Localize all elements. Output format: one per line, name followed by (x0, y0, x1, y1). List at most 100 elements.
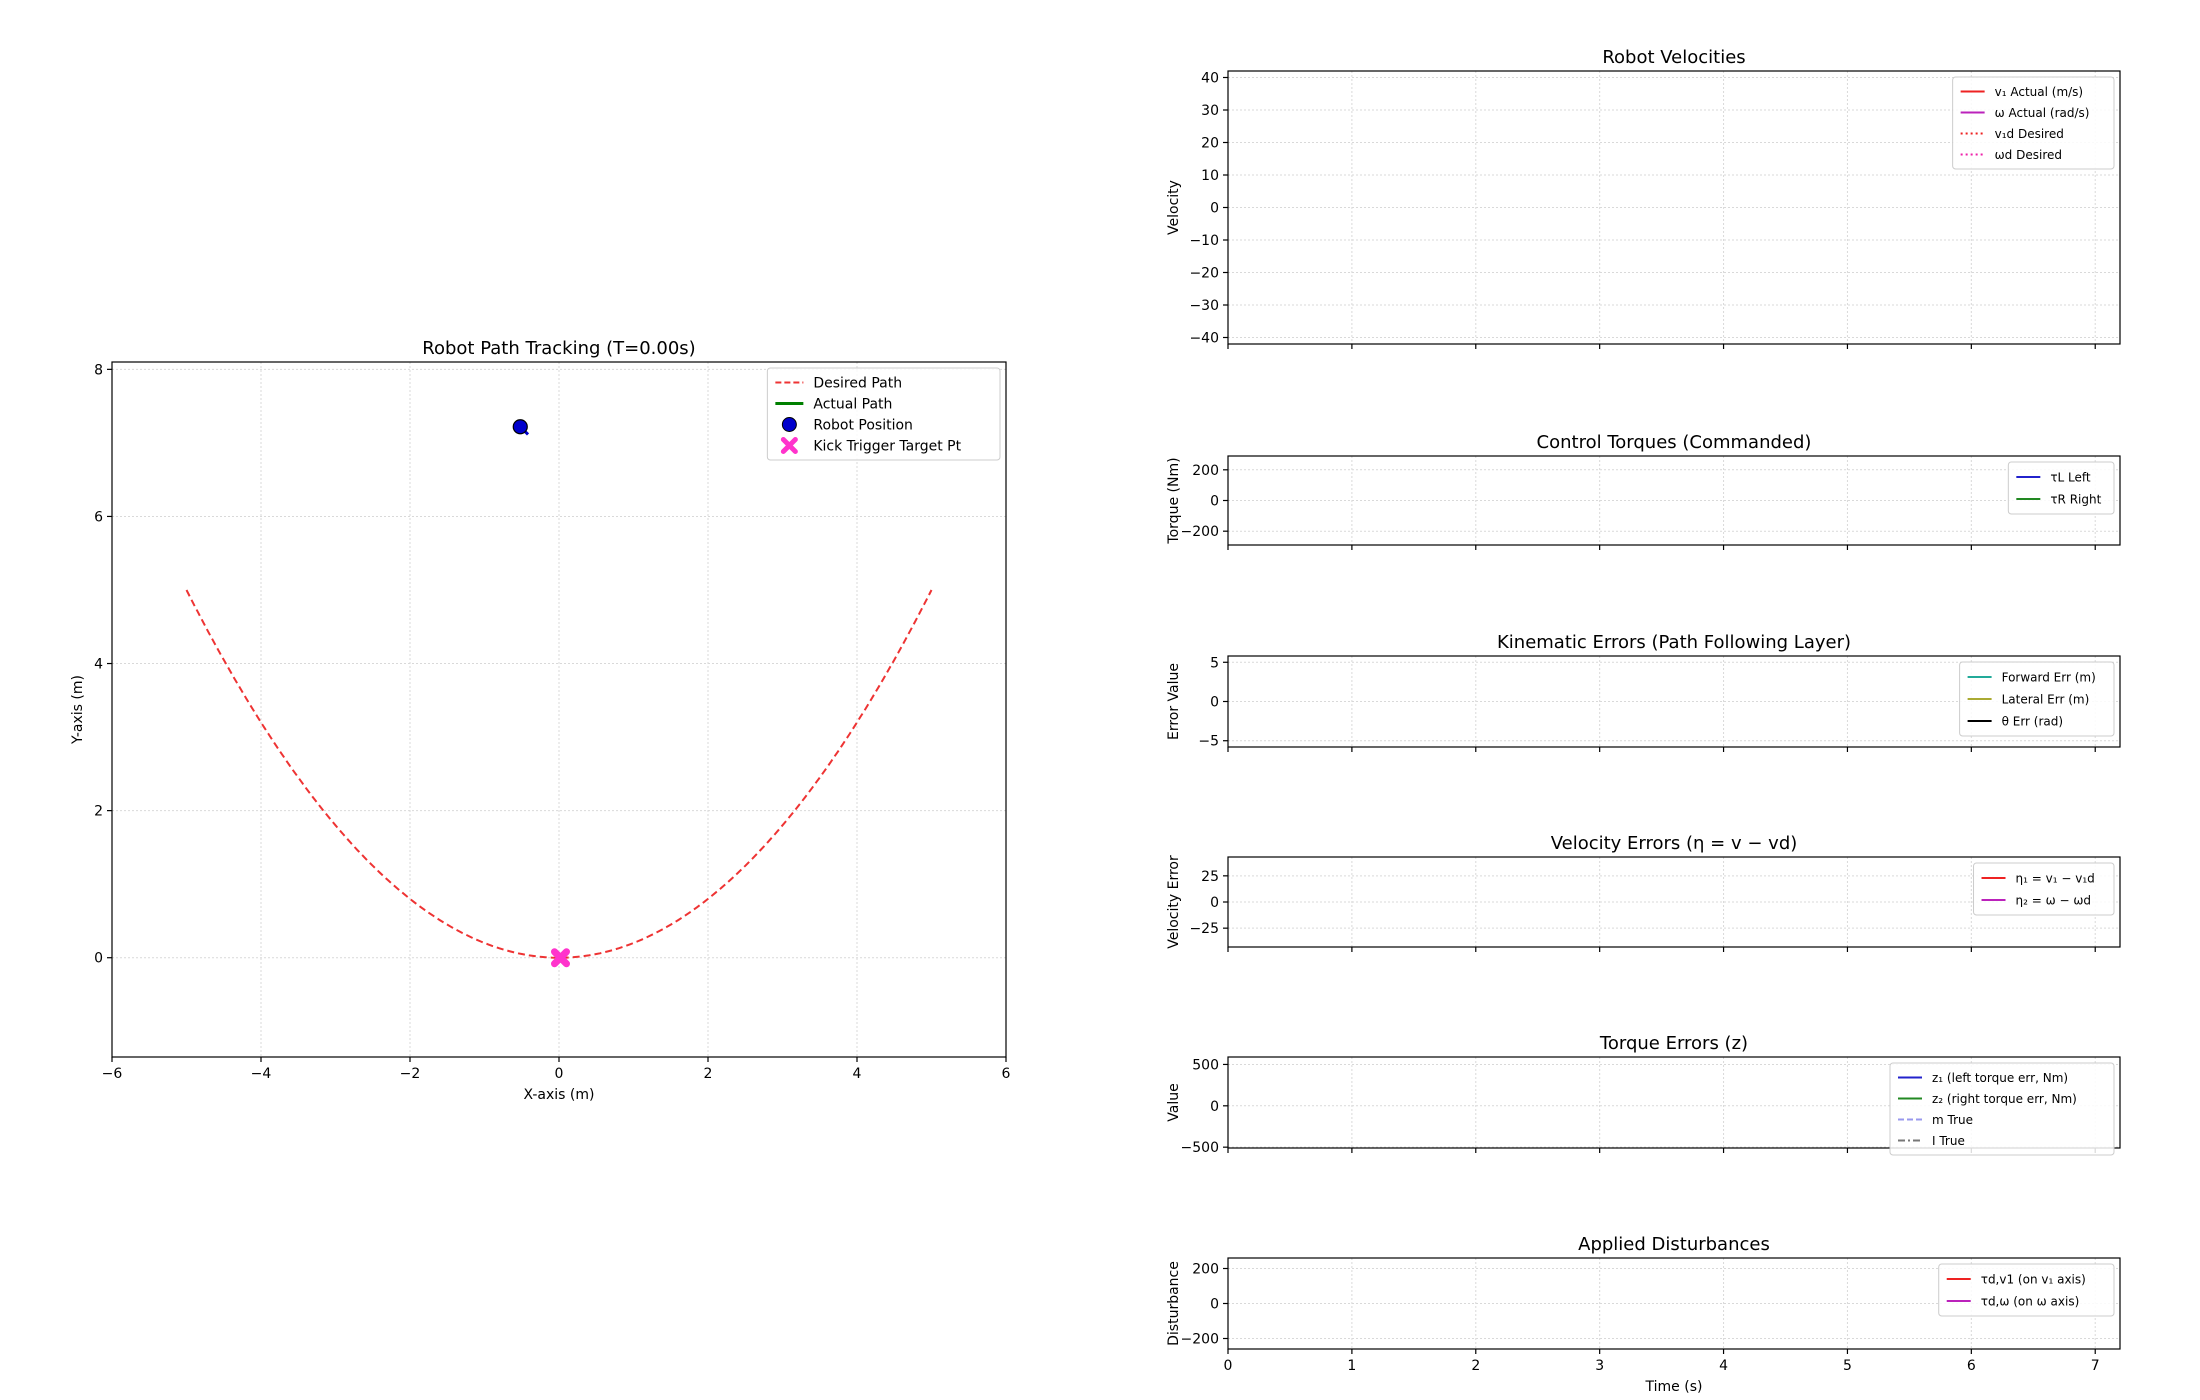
legend-label: Desired Path (813, 376, 902, 392)
legend-label: ω Actual (rad/s) (1995, 106, 2090, 120)
y-tick-label: −10 (1189, 233, 1219, 249)
chart-torq: 200 0 −200 Control Torques (Commanded) Torqu… (1166, 432, 2121, 550)
y-tick-label: 0 (1210, 1297, 1219, 1313)
y-tick-label: −40 (1189, 331, 1219, 347)
legend-label: z₁ (left torque err, Nm) (1932, 1071, 2068, 1085)
legend-box (1938, 1263, 2115, 1317)
y-axis-label: Y-axis (m) (70, 675, 86, 745)
legend-label: η₁ = v₁ − v₁d (2016, 871, 2095, 885)
y-tick-label: −25 (1189, 921, 1219, 937)
legend-box (1889, 1062, 2115, 1156)
legend: τL Left τR Right (2007, 461, 2115, 515)
y-tick-label: 0 (1210, 695, 1219, 711)
y-tick-label: 0 (1210, 201, 1219, 217)
y-tick-label: 0 (1210, 1099, 1219, 1115)
chart-title: Control Torques (Commanded) (1537, 432, 1812, 453)
legend-label: θ Err (rad) (2002, 714, 2063, 728)
y-tick-label: 25 (1201, 869, 1219, 885)
legend-label: τL Left (2050, 470, 2091, 484)
legend: η₁ = v₁ − v₁d η₂ = ω − ωd (1973, 862, 2115, 916)
legend: v₁ Actual (m/s) ω Actual (rad/s) v₁d Desir… (1952, 76, 2115, 170)
legend-label: Lateral Err (m) (2002, 692, 2090, 706)
x-tick-label: 1 (1347, 1358, 1356, 1374)
legend-label: η₂ = ω − ωd (2016, 893, 2092, 907)
y-axis-label: Velocity Error (1166, 855, 1182, 949)
y-tick-label: 200 (1192, 463, 1219, 479)
y-axis-label: Velocity (1166, 180, 1182, 235)
x-tick-label: −4 (251, 1066, 272, 1082)
y-tick-label: −5 (1198, 734, 1219, 750)
x-tick-label: 7 (2091, 1358, 2100, 1374)
legend: z₁ (left torque err, Nm) z₂ (right torque… (1889, 1062, 2115, 1156)
legend-label: τd,v1 (on v₁ axis) (1981, 1272, 2086, 1286)
y-tick-label: −20 (1189, 266, 1219, 282)
y-axis-label: Disturbance (1166, 1261, 1182, 1346)
chart-title: Robot Path Tracking (T=0.00s) (422, 338, 695, 359)
legend-label: τR Right (2050, 492, 2101, 506)
legend: Forward Err (m) Lateral Err (m) θ Err (rad… (1959, 661, 2115, 737)
chart-path: −6 −4 −2 0 2 4 6 0 2 4 6 8 Robot Path Tracking (T=0.… (70, 338, 1011, 1103)
y-axis-label: Value (1166, 1083, 1182, 1121)
y-tick-label: 40 (1201, 71, 1219, 87)
kick-target-marker (550, 948, 570, 968)
y-tick-label: 5 (1210, 655, 1219, 671)
y-tick-label: 200 (1192, 1262, 1219, 1278)
chart-vel: 40 30 20 10 0 −10 −20 −30 −40 Robot Velocities Vel… (1166, 47, 2121, 349)
y-tick-label: 0 (94, 951, 103, 967)
x-tick-label: −2 (400, 1066, 421, 1082)
y-tick-label: 0 (1210, 895, 1219, 911)
y-tick-label: 8 (94, 362, 103, 378)
legend-label: ωd Desired (1995, 148, 2062, 162)
y-tick-label: 0 (1210, 494, 1219, 510)
y-tick-label: −200 (1181, 1332, 1219, 1348)
x-tick-label: 3 (1595, 1358, 1604, 1374)
robot-position-marker (512, 419, 528, 435)
legend-swatch (781, 417, 797, 432)
legend-label: Robot Position (813, 418, 913, 434)
axes-frame (1227, 1056, 2121, 1149)
x-tick-label: 6 (1002, 1066, 1011, 1082)
x-axis-label: X-axis (m) (523, 1087, 594, 1103)
y-tick-label: 4 (94, 657, 103, 673)
legend-label: τd,ω (on ω axis) (1981, 1294, 2080, 1308)
y-axis-label: Torque (Nm) (1166, 457, 1182, 544)
chart-title: Robot Velocities (1602, 47, 1745, 68)
chart-title: Velocity Errors (η = v − vd) (1551, 833, 1798, 854)
y-tick-label: 500 (1192, 1057, 1219, 1073)
y-tick-label: −200 (1181, 524, 1219, 540)
chart-kin: 5 0 −5 Kinematic Errors (Path Following Lay… (1166, 632, 2121, 752)
y-tick-label: 30 (1201, 103, 1219, 119)
legend-label: Actual Path (813, 397, 892, 413)
chart-title: Kinematic Errors (Path Following Layer) (1497, 632, 1851, 653)
legend-swatch (780, 437, 798, 454)
y-tick-label: −30 (1189, 298, 1219, 314)
x-tick-label: 4 (853, 1066, 862, 1082)
x-tick-label: 5 (1843, 1358, 1852, 1374)
legend-label: m True (1932, 1113, 1973, 1127)
legend-label: Kick Trigger Target Pt (813, 439, 961, 455)
legend: Desired Path Actual Path Robot Position Kic… (766, 367, 1001, 461)
chart-title: Applied Disturbances (1578, 1234, 1770, 1255)
x-tick-label: 4 (1719, 1358, 1728, 1374)
chart-title: Torque Errors (z) (1599, 1033, 1748, 1054)
y-tick-label: 20 (1201, 136, 1219, 152)
legend: τd,v1 (on v₁ axis) τd,ω (on ω axis) (1938, 1263, 2115, 1317)
chart-velerr: 25 0 −25 Velocity Errors (η = v − vd) Veloci… (1166, 833, 2121, 952)
y-tick-label: 2 (94, 804, 103, 820)
legend-box (1952, 76, 2115, 170)
y-tick-label: 6 (94, 509, 103, 525)
y-axis-label: Error Value (1166, 663, 1182, 740)
x-tick-label: 6 (1967, 1358, 1976, 1374)
x-axis-label: Time (s) (1645, 1379, 1703, 1395)
legend-box (2007, 461, 2115, 515)
y-tick-label: 10 (1201, 168, 1219, 184)
legend-label: Forward Err (m) (2002, 670, 2096, 684)
y-tick-label: −500 (1181, 1140, 1219, 1156)
legend-label: v₁d Desired (1995, 127, 2064, 141)
legend-label: z₂ (right torque err, Nm) (1932, 1092, 2077, 1106)
legend-box (766, 367, 1001, 461)
legend-label: I True (1932, 1134, 1965, 1148)
x-tick-label: 2 (704, 1066, 713, 1082)
x-tick-label: 0 (555, 1066, 564, 1082)
